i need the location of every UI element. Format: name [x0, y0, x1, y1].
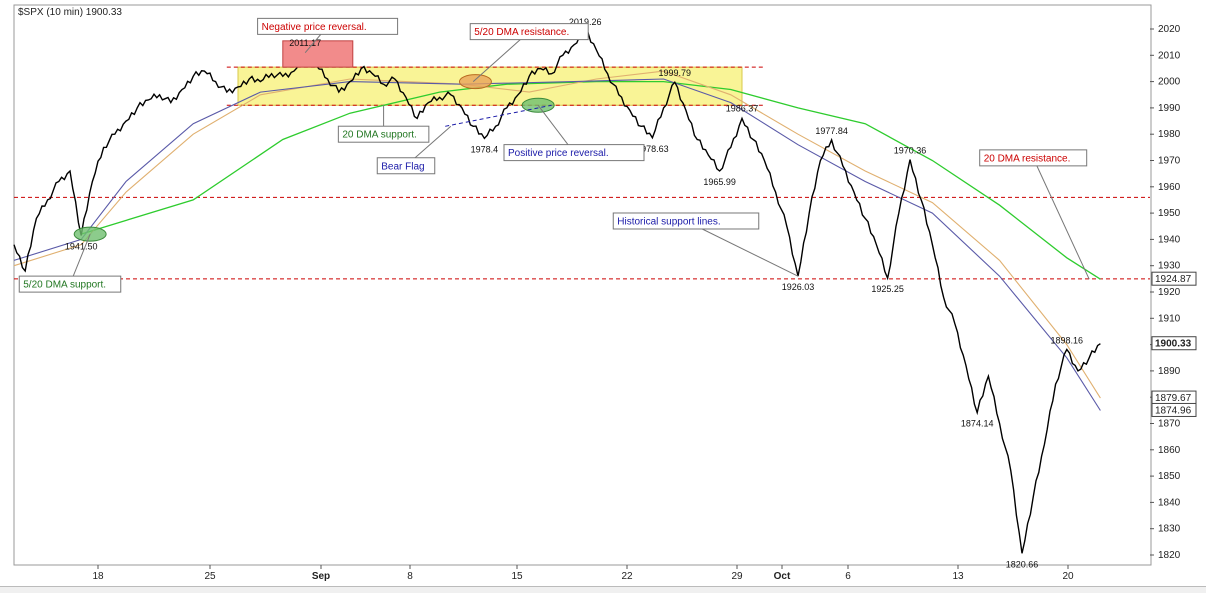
point-label-0: 1941.50	[65, 241, 98, 251]
ma-slow-line	[81, 80, 1101, 280]
y-tick-label-19: 2010	[1158, 50, 1181, 61]
callout-box-5	[612, 212, 760, 230]
callout-text-4: Positive price reversal.	[508, 148, 609, 159]
callout-text-2: 20 DMA support.	[342, 130, 416, 141]
price-tag-2: 1879.67	[1155, 393, 1192, 404]
callout-text-6: 5/20 DMA support.	[23, 280, 106, 291]
price-line	[13, 29, 1101, 554]
y-tick-label-20: 2020	[1158, 24, 1181, 35]
price-tag-1: 1900.33	[1155, 339, 1192, 350]
point-label-5: 1999.79	[659, 68, 692, 78]
callout-pointer-5	[685, 220, 799, 277]
resistance-oval	[458, 74, 492, 90]
callout-box-6	[18, 275, 122, 293]
callout-text-5: Historical support lines.	[617, 216, 720, 227]
y-tick-label-9: 1910	[1158, 313, 1181, 324]
ma-mid-line	[13, 70, 1101, 399]
y-tick-label-15: 1970	[1158, 156, 1181, 167]
y-tick-label-4: 1860	[1158, 445, 1181, 456]
price-tag-box-0	[1151, 271, 1197, 286]
x-tick-label-2: Sep	[312, 571, 330, 582]
y-tick-label-17: 1990	[1158, 103, 1181, 114]
callout-box-2	[337, 125, 430, 143]
y-tick-label-11: 1930	[1158, 261, 1181, 272]
callout-box-3	[376, 157, 436, 175]
callout-text-3: Bear Flag	[381, 161, 424, 172]
callout-pointer-7	[1032, 157, 1090, 280]
price-tag-box-1	[1151, 336, 1197, 351]
price-tag-3: 1874.96	[1155, 405, 1192, 416]
price-tag-box-3	[1151, 402, 1197, 417]
point-label-14: 1898.16	[1051, 335, 1084, 345]
y-tick-label-0: 1820	[1158, 550, 1181, 561]
x-tick-label-1: 25	[204, 571, 216, 582]
x-tick-label-9: 13	[952, 571, 964, 582]
bottom-toolbar	[0, 586, 1206, 593]
point-label-2: 1978.4	[471, 144, 499, 154]
point-label-3: 2019.26	[569, 17, 602, 27]
y-tick-label-14: 1960	[1158, 182, 1181, 193]
point-label-9: 1977.84	[815, 126, 848, 136]
callout-text-7: 20 DMA resistance.	[984, 153, 1071, 164]
point-label-11: 1970.36	[894, 146, 927, 156]
ma-fast-line	[13, 78, 1101, 411]
x-tick-label-4: 15	[511, 571, 523, 582]
y-tick-label-2: 1840	[1158, 497, 1181, 508]
y-tick-label-1: 1830	[1158, 524, 1181, 535]
point-label-12: 1874.14	[961, 419, 994, 429]
callout-box-4	[503, 144, 645, 162]
plot-frame	[13, 4, 1152, 566]
callout-text-0: Negative price reversal.	[262, 22, 367, 33]
chart-title: $SPX (10 min) 1900.33	[18, 7, 122, 18]
point-label-7: 1965.99	[703, 177, 736, 187]
point-label-10: 1925.25	[871, 284, 904, 294]
point-label-4: 1978.63	[636, 144, 669, 154]
price-tag-0: 1924.87	[1155, 274, 1192, 285]
callout-box-1	[469, 23, 589, 41]
x-tick-label-10: 20	[1062, 571, 1074, 582]
callout-text-1: 5/20 DMA resistance.	[474, 27, 569, 38]
y-tick-label-5: 1870	[1158, 419, 1181, 430]
point-label-13: 1820.66	[1006, 559, 1039, 569]
x-tick-label-6: 29	[731, 571, 743, 582]
point-label-8: 1926.03	[782, 282, 815, 292]
y-tick-label-16: 1980	[1158, 129, 1181, 140]
x-tick-label-5: 22	[621, 571, 633, 582]
callout-box-7	[979, 149, 1088, 167]
y-tick-label-7: 1890	[1158, 366, 1181, 377]
callout-box-0	[257, 17, 399, 35]
x-tick-label-8: 6	[845, 571, 851, 582]
y-tick-label-13: 1950	[1158, 208, 1181, 219]
point-label-1: 2011.17	[289, 38, 321, 48]
x-tick-label-7: Oct	[774, 571, 791, 582]
y-tick-label-10: 1920	[1158, 287, 1181, 298]
y-tick-label-18: 2000	[1158, 77, 1181, 88]
point-label-6: 1986.37	[726, 103, 759, 113]
reversal-box	[282, 40, 354, 68]
x-tick-label-0: 18	[92, 571, 104, 582]
x-tick-label-3: 8	[407, 571, 413, 582]
y-tick-label-12: 1940	[1158, 234, 1181, 245]
y-tick-label-3: 1850	[1158, 471, 1181, 482]
